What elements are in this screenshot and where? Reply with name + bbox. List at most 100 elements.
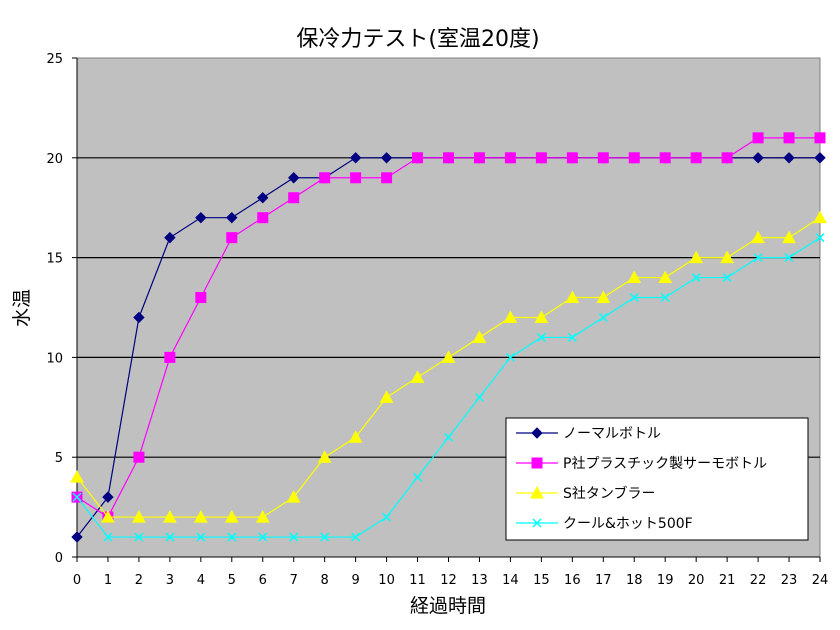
y-tick-label: 15 xyxy=(46,252,63,267)
data-point xyxy=(504,152,516,164)
data-point xyxy=(443,152,454,164)
x-tick-label: 19 xyxy=(657,573,674,588)
data-point xyxy=(412,152,424,164)
data-point xyxy=(531,427,543,439)
x-tick-label: 15 xyxy=(533,573,550,588)
series-3 xyxy=(70,210,827,523)
legend-item: S社タンブラー xyxy=(516,485,655,502)
data-point xyxy=(258,532,268,542)
data-point xyxy=(596,290,611,304)
data-point xyxy=(319,172,331,184)
data-point xyxy=(813,210,827,224)
data-point xyxy=(348,430,363,443)
data-point xyxy=(535,152,547,164)
data-point xyxy=(503,310,518,323)
data-point xyxy=(814,132,826,144)
data-point xyxy=(751,230,765,244)
data-point xyxy=(659,152,671,164)
chart-title: 保冷力テスト(室温20度) xyxy=(296,27,539,52)
x-tick-label: 3 xyxy=(166,573,174,588)
x-tick-label: 14 xyxy=(502,573,519,588)
data-point xyxy=(722,273,732,283)
data-point xyxy=(196,532,206,542)
data-point xyxy=(134,532,144,542)
x-tick-label: 22 xyxy=(750,573,767,588)
x-tick-label: 5 xyxy=(228,573,236,588)
x-tick-label: 2 xyxy=(135,573,143,588)
data-point xyxy=(164,351,176,363)
data-point xyxy=(257,212,269,224)
data-point xyxy=(349,152,362,164)
data-point xyxy=(784,253,794,263)
data-point xyxy=(565,290,580,304)
data-point xyxy=(320,532,330,542)
data-point xyxy=(443,432,454,442)
data-point xyxy=(566,152,578,164)
data-point xyxy=(597,152,609,164)
data-point xyxy=(753,253,763,263)
legend-label: P社プラスチック製サーモボトル xyxy=(563,456,767,472)
data-point xyxy=(660,292,670,303)
data-point xyxy=(783,132,795,144)
data-point xyxy=(658,270,673,284)
data-point xyxy=(505,352,515,362)
data-point xyxy=(782,230,796,244)
x-tick-label: 21 xyxy=(719,573,736,588)
x-tick-label: 13 xyxy=(471,573,488,588)
data-point xyxy=(629,292,639,303)
y-axis-label: 水温 xyxy=(11,289,33,327)
data-point xyxy=(690,152,702,164)
data-point xyxy=(382,512,392,522)
data-point xyxy=(101,510,115,523)
data-point xyxy=(70,470,84,483)
data-point xyxy=(288,192,300,204)
x-tick-label: 17 xyxy=(595,573,612,588)
data-point xyxy=(530,485,544,499)
legend-item: ノーマルボトル xyxy=(516,426,661,442)
data-point xyxy=(163,510,177,523)
data-point xyxy=(72,492,82,502)
data-point xyxy=(815,233,825,243)
data-point xyxy=(413,472,423,482)
x-tick-label: 23 xyxy=(781,573,798,588)
data-point xyxy=(102,491,114,503)
data-point xyxy=(255,510,270,523)
y-tick-label: 20 xyxy=(46,152,63,167)
y-tick-label: 10 xyxy=(46,351,63,366)
x-tick-label: 11 xyxy=(409,573,426,588)
legend-label: ノーマルボトル xyxy=(563,426,661,442)
x-tick-label: 24 xyxy=(812,573,829,588)
data-point xyxy=(532,518,542,528)
data-point xyxy=(472,330,487,343)
data-point xyxy=(627,270,642,284)
data-point xyxy=(224,510,239,523)
data-point xyxy=(286,490,301,503)
data-point xyxy=(351,532,361,542)
x-tick-label: 12 xyxy=(440,573,457,588)
data-point xyxy=(567,332,577,342)
x-tick-label: 6 xyxy=(259,573,267,588)
data-point xyxy=(691,273,701,283)
data-point xyxy=(165,532,175,542)
data-point xyxy=(133,311,145,324)
data-point xyxy=(195,211,207,224)
series-4 xyxy=(72,233,825,542)
y-tick-label: 5 xyxy=(55,451,63,466)
data-point xyxy=(381,172,393,184)
data-point xyxy=(536,332,546,342)
data-point xyxy=(474,392,484,402)
data-point xyxy=(531,457,543,469)
data-point xyxy=(441,350,456,363)
data-point xyxy=(195,292,207,304)
x-tick-label: 20 xyxy=(688,573,705,588)
data-point xyxy=(598,312,608,323)
data-point xyxy=(721,152,733,164)
x-tick-label: 4 xyxy=(197,573,205,588)
legend-label: S社タンブラー xyxy=(563,485,655,502)
data-point xyxy=(257,192,269,204)
data-point xyxy=(350,172,362,184)
legend-label: クール&ホット500F xyxy=(563,516,693,532)
data-point xyxy=(317,450,332,463)
data-point xyxy=(133,451,145,463)
